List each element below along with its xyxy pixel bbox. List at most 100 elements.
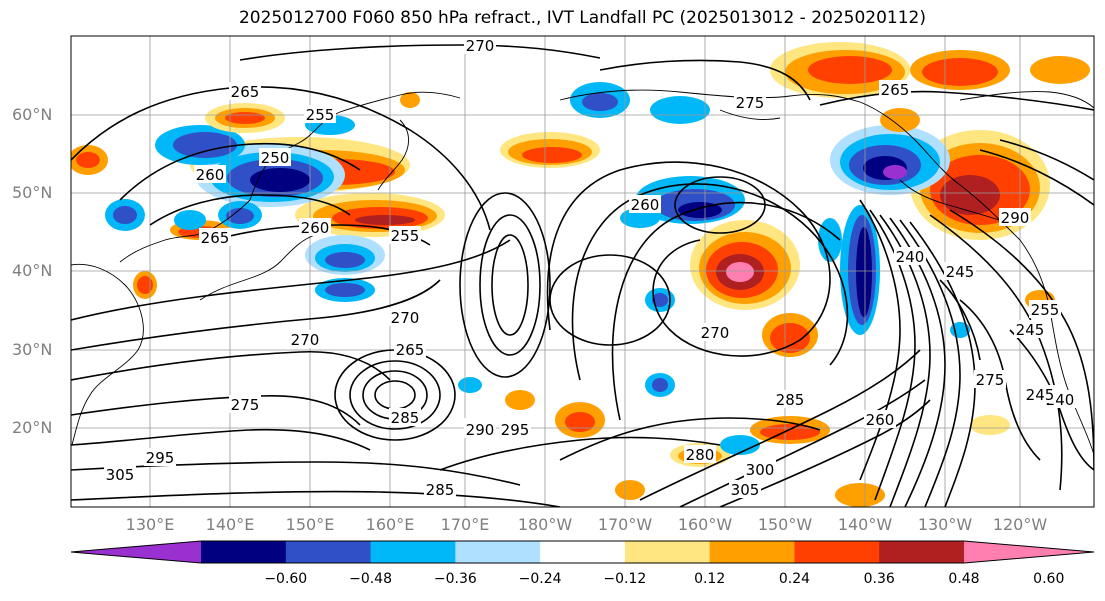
colorbar-extend-high	[964, 541, 1094, 563]
longitude-label: 170°W	[597, 515, 653, 534]
contour-label: 270	[291, 331, 320, 349]
shaded-region	[113, 206, 137, 224]
contour-label-bg	[629, 195, 661, 213]
shaded-region	[505, 390, 535, 410]
contour-label: 245	[1026, 386, 1055, 404]
colorbar-segment	[879, 541, 965, 563]
contour-label: 250	[261, 149, 290, 167]
shaded-region	[922, 58, 998, 86]
colorbar-tick-label: −0.24	[518, 571, 562, 587]
contour-label: 290	[1001, 209, 1030, 227]
contour-label: 275	[231, 396, 260, 414]
contour-label: 285	[391, 409, 420, 427]
contour-label: 285	[776, 391, 805, 409]
shaded-region	[650, 96, 710, 124]
longitude-label: 130°E	[125, 515, 175, 534]
contour-label: 255	[1031, 301, 1060, 319]
contour-label-bg	[304, 105, 336, 123]
shaded-region	[1030, 56, 1090, 84]
map-title: 2025012700 F060 850 hPa refract., IVT La…	[238, 8, 926, 28]
shaded-region	[226, 208, 254, 224]
contour-label: 285	[426, 481, 455, 499]
shaded-region	[808, 56, 892, 84]
contour-label: 270	[391, 309, 420, 327]
contour-label: 290	[466, 421, 495, 439]
contour-label-bg	[864, 410, 896, 428]
shaded-region	[760, 424, 820, 440]
longitude-label: 140°E	[205, 515, 255, 534]
colorbar-tick-label: −0.48	[349, 571, 392, 587]
shaded-region	[835, 483, 885, 507]
shaded-region	[355, 215, 415, 225]
shaded-region	[970, 415, 1010, 435]
longitude-label: 160°E	[365, 515, 415, 534]
contour-label: 305	[731, 481, 760, 499]
contour-label: 265	[201, 229, 230, 247]
latitude-label: 50°N	[12, 183, 53, 202]
contour-label: 265	[396, 341, 425, 359]
longitude-label: 120°W	[992, 515, 1048, 534]
contour-label-bg	[229, 395, 261, 413]
contour-label-bg	[684, 445, 716, 463]
contour-label-bg	[974, 370, 1006, 388]
shaded-region	[325, 283, 365, 297]
contour-label: 260	[301, 219, 330, 237]
colorbar-segment	[370, 541, 456, 563]
colorbar-tick-label: −0.60	[264, 571, 308, 587]
shaded-region	[522, 147, 582, 163]
contour-label-bg	[299, 218, 331, 236]
colorbar-tick-label: −0.12	[603, 571, 647, 587]
contour-label-bg	[144, 448, 176, 466]
colorbar-tick-label: −0.36	[433, 571, 477, 587]
contour-label-bg	[879, 80, 911, 98]
contour-label-bg	[894, 247, 926, 265]
contour-label: 270	[466, 37, 495, 55]
shaded-region	[137, 276, 153, 294]
contour-label: 295	[146, 449, 175, 467]
contour-label-bg	[464, 420, 496, 438]
latitude-label: 30°N	[12, 340, 53, 359]
longitude-label: 130°W	[917, 515, 973, 534]
shaded-region	[883, 165, 907, 179]
contour-label-bg	[194, 165, 226, 183]
longitude-label: 170°E	[440, 515, 490, 534]
contour-label-bg	[774, 390, 806, 408]
shaded-region	[652, 293, 668, 307]
contour-label: 245	[946, 263, 975, 281]
contour-label: 260	[196, 166, 225, 184]
shaded-region	[720, 435, 760, 455]
longitude-label: 150°E	[285, 515, 335, 534]
contour-label: 240	[896, 248, 925, 266]
colorbar-segment	[709, 541, 795, 563]
colorbar-segment	[455, 541, 541, 563]
contour-label-bg	[499, 420, 531, 438]
shaded-region	[325, 252, 365, 268]
contour-label: 260	[631, 196, 660, 214]
contour-label: 260	[866, 411, 895, 429]
contour-label: 280	[686, 446, 715, 464]
contour-label-bg	[464, 36, 496, 54]
contour-label-bg	[424, 480, 456, 498]
colorbar-outline	[70, 540, 1095, 564]
latitude-label: 20°N	[12, 418, 53, 437]
latitude-label: 40°N	[12, 261, 53, 280]
contour-label-bg	[199, 228, 231, 246]
colorbar-tick-label: 0.60	[1033, 571, 1065, 587]
contour-label: 255	[306, 106, 335, 124]
colorbar-tick-label: 0.48	[948, 571, 980, 587]
contour-label-bg	[734, 93, 766, 111]
contour-label: 300	[746, 461, 775, 479]
contour-label-bg	[1014, 320, 1046, 338]
contour-label-bg	[389, 308, 421, 326]
colorbar-tick-label: 0.12	[694, 571, 726, 587]
contour-label-bg	[1024, 385, 1056, 403]
contour-label: 270	[701, 324, 730, 342]
shaded-region	[458, 377, 482, 393]
map-panel: 270 265 255 250 260 265 260 255 270 270 275 265 285 2…	[71, 36, 1094, 507]
shaded-region	[818, 218, 842, 262]
contour-label-bg	[944, 262, 976, 280]
refractivity-contours	[71, 44, 1094, 507]
shaded-region	[173, 132, 237, 158]
contour-label-bg	[389, 226, 421, 244]
